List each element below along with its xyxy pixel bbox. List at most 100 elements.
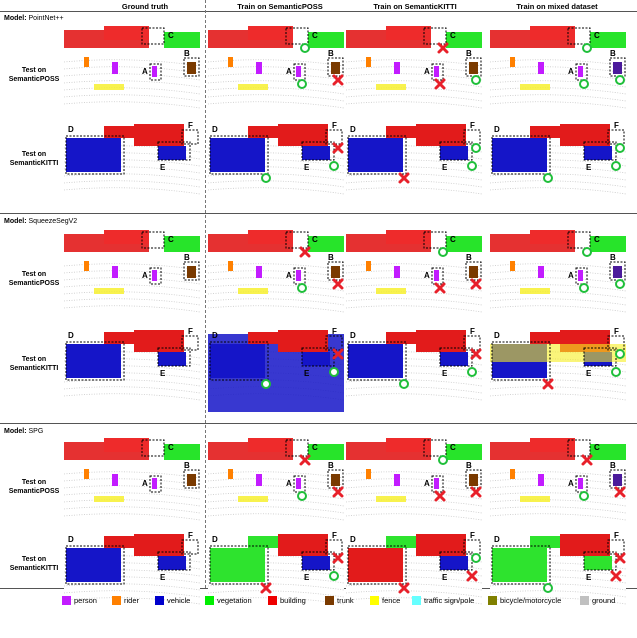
building-points [560, 534, 610, 556]
point-cloud-kitti: D E F [490, 121, 626, 195]
point-cloud-poss: C A B [490, 438, 626, 521]
mark-e-x-icon [466, 570, 478, 582]
mark-d-ok-icon [543, 173, 553, 183]
legend-swatch [325, 596, 334, 605]
region-box-e [583, 551, 617, 571]
region-label-a: A [568, 271, 574, 280]
point-cloud-kitti: D E F [64, 121, 200, 195]
region-label-f: F [332, 531, 337, 540]
header-divider [0, 11, 637, 12]
car-points [66, 138, 121, 172]
region-box-b [183, 261, 200, 281]
car-points [584, 556, 612, 570]
region-box-f [463, 129, 481, 145]
rider-points [84, 261, 89, 271]
region-label-a: A [286, 67, 292, 76]
person-points [256, 62, 262, 74]
car-points [210, 548, 265, 582]
region-box-f [325, 539, 343, 555]
person-points [256, 266, 262, 278]
mark-e-ok-icon [329, 571, 339, 581]
trunk-points [187, 62, 196, 74]
person-points [256, 474, 262, 486]
region-label-a: A [286, 271, 292, 280]
building-points [530, 26, 575, 40]
region-label-b: B [466, 49, 472, 58]
trunk-points [469, 266, 478, 278]
rider-points [510, 469, 515, 479]
legend: person rider vehicle vegetation building… [0, 596, 637, 636]
building-points [134, 534, 184, 556]
mark-e-ok-icon [467, 161, 477, 171]
legend-item-fence: fence [370, 596, 400, 605]
mark-f-ok-icon [471, 143, 481, 153]
vegetation-points [446, 444, 482, 460]
person-points [394, 266, 400, 278]
region-box-c [567, 27, 591, 45]
rider-points [510, 261, 515, 271]
building-points [104, 26, 149, 40]
building-points [416, 330, 466, 352]
region-box-c [285, 27, 309, 45]
mark-d-ok-icon [261, 173, 271, 183]
region-label-d: D [68, 331, 74, 340]
car-points [584, 146, 612, 160]
mark-b-x-icon [332, 278, 344, 290]
point-cloud-poss: C A B [64, 230, 200, 313]
fence-points [520, 496, 550, 502]
region-box-b [183, 469, 200, 489]
mark-b-x-icon [470, 278, 482, 290]
model-label-squeezesegv2: Model: SqueezeSegV2 [4, 218, 78, 225]
car-points [302, 556, 330, 570]
person-points [578, 478, 583, 489]
mark-b-x-icon [332, 486, 344, 498]
vegetation-points [590, 444, 626, 460]
panel-poss-model0-col2: C A B [346, 22, 482, 110]
region-box-c [285, 439, 309, 457]
region-label-f: F [332, 327, 337, 336]
building-points [416, 534, 466, 556]
building-points [248, 536, 278, 548]
fence-points [376, 84, 406, 90]
car-points [66, 548, 121, 582]
legend-swatch [412, 596, 421, 605]
region-box-e [439, 551, 473, 571]
fence-points [94, 496, 124, 502]
mark-f-x-icon [470, 348, 482, 360]
mark-a-ok-icon [297, 283, 307, 293]
mark-a-x-icon [434, 490, 446, 502]
region-box-c [285, 231, 309, 249]
person-points [538, 474, 544, 486]
region-box-d [347, 341, 407, 381]
column-header-ground-truth: Ground truth [121, 2, 169, 11]
region-label-f: F [470, 121, 475, 130]
region-box-d [209, 135, 269, 175]
region-label-e: E [160, 573, 166, 582]
building-points [530, 438, 575, 452]
column-header-train-mixed: Train on mixed dataset [516, 2, 598, 11]
person-points [152, 66, 157, 77]
mark-d-x-icon [542, 378, 554, 390]
region-box-e [439, 141, 473, 161]
person-points [538, 266, 544, 278]
panel-poss-model1-col1: C A B [208, 226, 344, 314]
point-cloud-kitti: D E F [346, 121, 482, 195]
region-label-d: D [350, 125, 356, 134]
panel-kitti-model1-col0: D E F [64, 324, 200, 412]
region-label-b: B [466, 461, 472, 470]
fence-points [238, 288, 268, 294]
rider-points [228, 261, 233, 271]
building-points [386, 230, 431, 244]
vegetation-points [164, 32, 200, 48]
car-points [492, 548, 547, 582]
mark-b-x-icon [332, 74, 344, 86]
trunk-points [331, 62, 340, 74]
panel-poss-model2-col0: C A B [64, 434, 200, 522]
building-points [278, 330, 328, 352]
fence-points [490, 344, 626, 362]
region-label-c: C [312, 235, 318, 244]
vegetation-points [590, 236, 626, 252]
trunk-points [613, 266, 622, 278]
region-box-d [491, 341, 551, 381]
panel-kitti-model2-col3: D E F [490, 528, 626, 616]
